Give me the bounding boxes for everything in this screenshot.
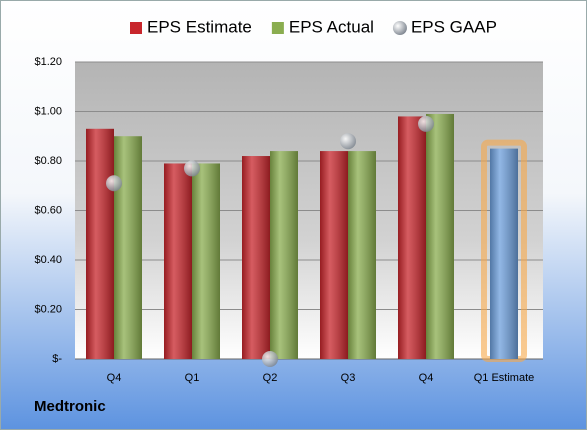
- bar-shine: [490, 148, 518, 359]
- gaap-marker: [184, 160, 200, 177]
- gaap-marker: [106, 175, 122, 192]
- y-tick-label: $0.60: [34, 204, 62, 216]
- gaap-marker: [262, 351, 278, 367]
- bar-shine: [192, 163, 220, 359]
- bar-shine: [164, 163, 192, 359]
- bar-shine: [320, 151, 348, 359]
- y-tick-label: $1.20: [34, 56, 62, 68]
- x-tick-label: Q3: [341, 372, 356, 384]
- legend-swatch: [130, 22, 142, 34]
- gaap-marker: [418, 115, 434, 132]
- bar-shine: [398, 116, 426, 359]
- x-tick-label: Q4: [107, 372, 122, 384]
- x-tick-label: Q2: [263, 372, 278, 384]
- bar-shine: [348, 151, 376, 359]
- y-tick-label: $-: [52, 353, 62, 365]
- bar-shine: [426, 113, 454, 359]
- bar-shine: [86, 128, 114, 359]
- legend-label: EPS GAAP: [411, 17, 497, 36]
- x-tick-label: Q1 Estimate: [474, 372, 535, 384]
- bar-shine: [270, 151, 298, 359]
- legend-label: EPS Estimate: [147, 17, 252, 36]
- x-tick-label: Q1: [185, 372, 200, 384]
- footer: Medtronic: [34, 398, 106, 415]
- legend-label: EPS Actual: [289, 17, 374, 36]
- y-tick-label: $0.40: [34, 254, 62, 266]
- legend-marker: [392, 21, 407, 35]
- y-tick-label: $0.80: [34, 155, 62, 167]
- y-tick-label: $1.00: [34, 105, 62, 117]
- bar-shine: [242, 156, 270, 359]
- gaap-marker: [340, 133, 356, 150]
- legend-swatch: [271, 22, 284, 34]
- bar-shine: [114, 136, 142, 359]
- x-tick-label: Q4: [419, 372, 434, 384]
- y-tick-label: $0.20: [34, 303, 62, 315]
